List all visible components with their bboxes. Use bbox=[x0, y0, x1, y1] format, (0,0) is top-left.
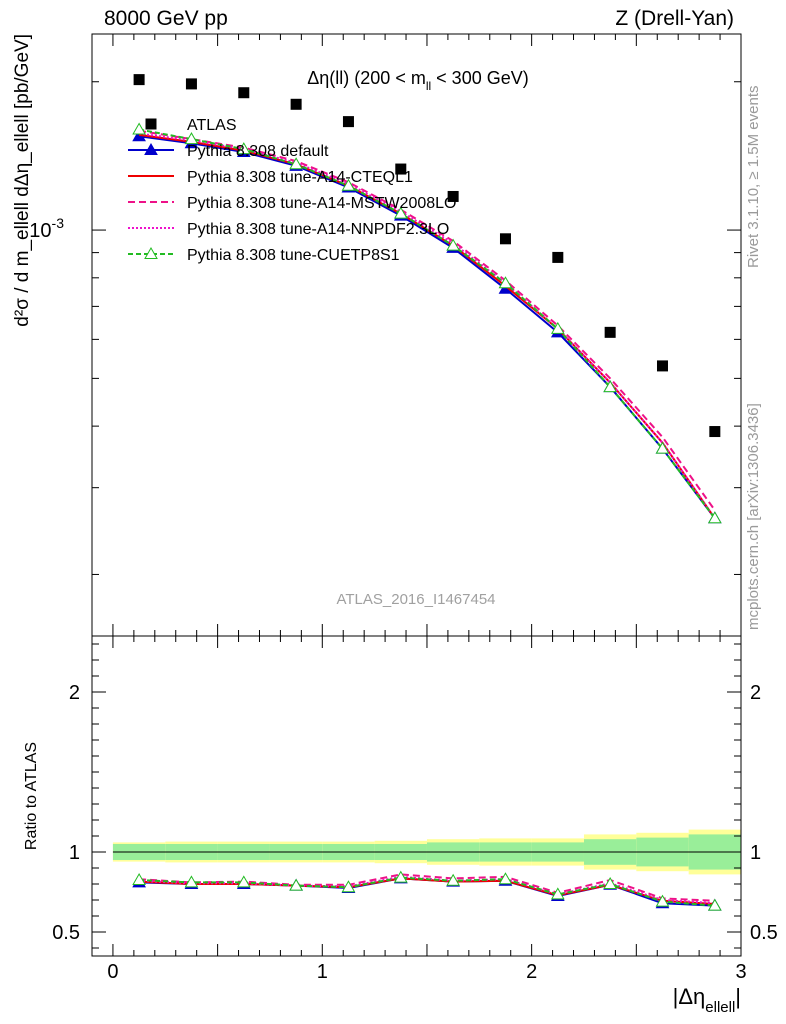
legend: ATLAS Pythia 8.308 default Pythia 8.308 tu… bbox=[128, 117, 456, 264]
analysis-watermark: ATLAS_2016_I1467454 bbox=[336, 591, 495, 608]
y-ticks bbox=[92, 81, 741, 575]
ratio-marker bbox=[289, 878, 303, 891]
legend-item: Pythia 8.308 default bbox=[128, 142, 329, 160]
y-tick-label: 10-3 bbox=[29, 215, 64, 242]
series-marker bbox=[341, 178, 356, 191]
data-point bbox=[133, 74, 145, 86]
ratio-tick-label: 1 bbox=[69, 842, 80, 864]
data-point bbox=[238, 87, 250, 99]
legend-label: Pythia 8.308 default bbox=[187, 143, 329, 160]
legend-item: Pythia 8.308 tune-A14-CTEQL1 bbox=[128, 169, 413, 186]
ratio-tick-label: 0.5 bbox=[52, 922, 80, 944]
series-line bbox=[138, 129, 716, 511]
ratio-line bbox=[139, 877, 715, 905]
series-marker bbox=[550, 321, 565, 334]
legend-item: Pythia 8.308 tune-A14-MSTW2008LO bbox=[128, 195, 456, 212]
legend-item: Pythia 8.308 tune-CUETP8S1 bbox=[128, 246, 400, 264]
x-axis-label: |Δηellell| bbox=[673, 984, 741, 1016]
ratio-line bbox=[139, 873, 715, 902]
legend-label: ATLAS bbox=[187, 117, 237, 134]
ratio-y-axis-label: Ratio to ATLAS bbox=[23, 742, 40, 850]
series-3 bbox=[138, 129, 716, 902]
data-point bbox=[342, 116, 354, 128]
header-left: 8000 GeV pp bbox=[104, 7, 228, 30]
header-right: Z (Drell-Yan) bbox=[615, 7, 734, 30]
ratio-marker bbox=[550, 887, 565, 900]
legend-marker bbox=[144, 142, 158, 155]
ratio-frame bbox=[91, 635, 742, 957]
legend-item: Pythia 8.308 tune-A14-NNPDF2.3LO bbox=[128, 221, 449, 238]
series-marker bbox=[236, 142, 251, 155]
series-line bbox=[138, 128, 716, 519]
data-point bbox=[709, 426, 721, 438]
series-marker bbox=[603, 380, 618, 393]
plot-title: Δη(ll) (200 < mll < 300 GeV) bbox=[307, 68, 528, 93]
series-marker bbox=[393, 206, 408, 219]
ratio-tick-label: 2 bbox=[69, 682, 80, 704]
series-marker bbox=[446, 238, 460, 251]
series-5 bbox=[132, 122, 722, 911]
series-marker bbox=[707, 511, 722, 524]
ratio-line bbox=[139, 877, 715, 907]
ratio-marker bbox=[603, 876, 618, 889]
series-marker bbox=[184, 132, 199, 145]
series-marker bbox=[132, 122, 146, 135]
data-point bbox=[447, 190, 459, 202]
legend-marker bbox=[144, 246, 158, 259]
ratio-marker bbox=[341, 880, 356, 893]
series-marker bbox=[655, 441, 670, 454]
series-0 bbox=[133, 74, 721, 438]
ratio-y-ticks bbox=[92, 643, 741, 949]
series-line bbox=[138, 133, 716, 519]
ratio-marker bbox=[132, 872, 146, 885]
ratio-tick-label-right: 0.5 bbox=[750, 922, 778, 944]
ratio-marker bbox=[655, 894, 670, 907]
ratio-marker bbox=[236, 875, 251, 888]
legend-label: Pythia 8.308 tune-A14-MSTW2008LO bbox=[187, 195, 456, 212]
legend-label: Pythia 8.308 tune-A14-CTEQL1 bbox=[187, 169, 413, 186]
series-marker bbox=[289, 157, 303, 170]
ratio-marker bbox=[393, 870, 408, 883]
x-tick-label: 0 bbox=[107, 961, 118, 983]
series-marker bbox=[498, 276, 513, 289]
x-tick-label: 3 bbox=[735, 961, 746, 983]
data-point bbox=[552, 251, 564, 263]
data-point bbox=[604, 326, 616, 338]
ratio-marker bbox=[446, 873, 460, 886]
x-tick-label: 1 bbox=[317, 961, 328, 983]
data-point bbox=[185, 78, 197, 90]
ratio-tick-label-right: 1 bbox=[750, 842, 761, 864]
data-point bbox=[290, 98, 302, 110]
legend-marker bbox=[145, 118, 157, 130]
data-point bbox=[656, 360, 668, 372]
ratio-marker bbox=[498, 872, 513, 885]
ratio-tick-label-right: 2 bbox=[750, 682, 761, 704]
ratio-line bbox=[139, 876, 715, 907]
legend-label: Pythia 8.308 tune-A14-NNPDF2.3LO bbox=[187, 221, 449, 238]
series-line bbox=[138, 132, 716, 519]
x-ticks bbox=[112, 34, 742, 956]
series-line bbox=[138, 135, 716, 519]
ratio-marker bbox=[184, 875, 199, 888]
ratio-marker bbox=[707, 898, 722, 911]
legend-label: Pythia 8.308 tune-CUETP8S1 bbox=[187, 247, 400, 264]
y-axis-label: d²σ / d m_ellell dΔη_ellell [pb/GeV] bbox=[12, 34, 33, 327]
x-tick-label: 2 bbox=[526, 961, 537, 983]
data-point bbox=[499, 233, 511, 245]
legend-item: ATLAS bbox=[145, 117, 237, 134]
data-point bbox=[395, 163, 407, 175]
